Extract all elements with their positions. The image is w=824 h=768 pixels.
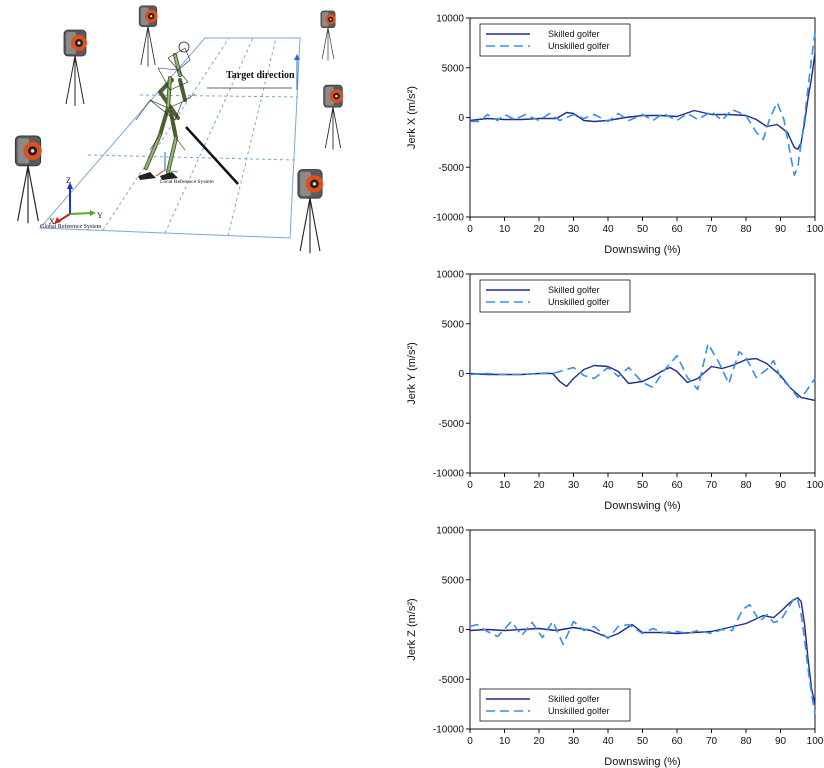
- x-axis-label: Downswing (%): [604, 756, 680, 768]
- x-tick-label: 70: [706, 480, 718, 491]
- x-tick-label: 40: [602, 480, 614, 491]
- target-direction-label: Target direction: [226, 70, 295, 81]
- global-reference-axes: [54, 182, 96, 224]
- series-line-unskilled-golfer: [469, 342, 816, 399]
- x-tick-label: 0: [467, 224, 473, 235]
- y-tick-label: 10000: [436, 526, 464, 537]
- y-tick-label: 0: [458, 369, 464, 380]
- x-tick-label: 50: [637, 224, 649, 235]
- legend: Skilled golfer Unskilled golfer: [479, 279, 631, 313]
- x-tick-label: 30: [568, 480, 580, 491]
- x-tick-label: 50: [637, 736, 649, 747]
- legend-entry: Unskilled golfer: [548, 297, 610, 307]
- y-tick-label: 0: [458, 625, 464, 636]
- y-axis-label: Jerk Z (m/s²): [406, 598, 418, 660]
- camera-6: [297, 169, 324, 254]
- x-tick-label: 0: [467, 736, 473, 747]
- legend-entry: Skilled golfer: [548, 285, 600, 295]
- x-tick-label: 100: [807, 480, 824, 491]
- x-tick-label: 100: [807, 224, 824, 235]
- x-tick-label: 90: [775, 736, 787, 747]
- axis-y-label: Y: [97, 211, 103, 220]
- x-tick-label: 10: [499, 224, 511, 235]
- x-tick-label: 90: [775, 224, 787, 235]
- golf-club: [185, 126, 239, 185]
- x-tick-label: 80: [740, 480, 752, 491]
- legend-entry: Unskilled golfer: [548, 706, 610, 716]
- y-tick-label: 10000: [436, 14, 464, 25]
- x-tick-label: 0: [467, 480, 473, 491]
- legend-entry: Unskilled golfer: [548, 41, 610, 51]
- x-tick-label: 70: [706, 736, 718, 747]
- x-tick-label: 60: [671, 480, 683, 491]
- camera-5: [14, 135, 42, 224]
- series-line-unskilled-golfer: [469, 596, 816, 715]
- x-tick-label: 60: [671, 736, 683, 747]
- x-tick-label: 40: [602, 736, 614, 747]
- legend-box: [479, 688, 631, 722]
- x-tick-label: 100: [807, 736, 824, 747]
- legend: Skilled golfer Unskilled golfer: [479, 23, 631, 57]
- y-tick-label: -5000: [438, 419, 464, 430]
- y-tick-label: 5000: [442, 575, 465, 586]
- x-axis-label: Downswing (%): [604, 500, 680, 512]
- jerk-y-chart: 0 10 20 30 40 50 60 70 80 90 100 -10000 -5000 0 5000 10…: [406, 270, 824, 513]
- x-tick-label: 30: [568, 224, 580, 235]
- jerk-x-chart: 0 10 20 30 40 50 60 70 80 90 100 -10000 -5000 0 5000 10…: [406, 14, 824, 257]
- axis-z-label: Z: [66, 176, 71, 185]
- x-tick-label: 10: [499, 480, 511, 491]
- legend-entry: Skilled golfer: [548, 694, 600, 704]
- y-axis-label: Jerk X (m/s²): [406, 86, 418, 149]
- y-tick-label: -10000: [433, 469, 465, 480]
- global-reference-label: Global Reference System: [40, 223, 102, 230]
- y-tick-label: -5000: [438, 675, 464, 686]
- x-tick-label: 30: [568, 736, 580, 747]
- x-tick-label: 20: [533, 736, 545, 747]
- x-tick-label: 90: [775, 480, 787, 491]
- x-tick-label: 20: [533, 224, 545, 235]
- legend: Skilled golfer Unskilled golfer: [479, 688, 631, 722]
- x-tick-label: 80: [740, 224, 752, 235]
- target-direction-arrow: [207, 54, 300, 90]
- motion-capture-scene: Target direction: [14, 5, 344, 254]
- y-tick-label: 5000: [442, 319, 465, 330]
- axis-x-label: X: [49, 217, 55, 226]
- local-reference-label: Local Reference System: [160, 178, 214, 185]
- y-axis-label: Jerk Y (m/s²): [406, 342, 418, 405]
- x-tick-label: 50: [637, 480, 649, 491]
- y-tick-label: -10000: [433, 725, 465, 736]
- legend-box: [479, 279, 631, 313]
- x-tick-label: 70: [706, 224, 718, 235]
- x-tick-label: 60: [671, 224, 683, 235]
- camera-3: [320, 10, 336, 61]
- ground-plane: [38, 37, 301, 239]
- camera-2: [138, 5, 158, 67]
- x-tick-label: 80: [740, 736, 752, 747]
- legend-box: [479, 23, 631, 57]
- x-axis-label: Downswing (%): [604, 244, 680, 256]
- x-tick-label: 20: [533, 480, 545, 491]
- camera-4: [323, 84, 344, 150]
- y-tick-label: 10000: [436, 270, 464, 281]
- local-reference-axes: [155, 152, 179, 177]
- legend-entry: Skilled golfer: [548, 29, 600, 39]
- series-line-skilled-golfer: [469, 597, 816, 705]
- skeleton-model: [135, 41, 196, 180]
- charts-panel: 0 10 20 30 40 50 60 70 80 90 100 -10000 -5000 0 5000 10…: [390, 0, 824, 768]
- y-tick-label: 5000: [442, 63, 465, 74]
- camera-1: [63, 29, 87, 106]
- x-tick-label: 40: [602, 224, 614, 235]
- y-tick-label: -10000: [433, 213, 465, 224]
- x-tick-label: 10: [499, 736, 511, 747]
- y-tick-label: -5000: [438, 163, 464, 174]
- series-line-skilled-golfer: [469, 52, 816, 150]
- jerk-z-chart: 0 10 20 30 40 50 60 70 80 90 100 -10000 -5000 0 5000 10…: [406, 526, 824, 768]
- series-line-skilled-golfer: [469, 357, 816, 402]
- y-tick-label: 0: [458, 113, 464, 124]
